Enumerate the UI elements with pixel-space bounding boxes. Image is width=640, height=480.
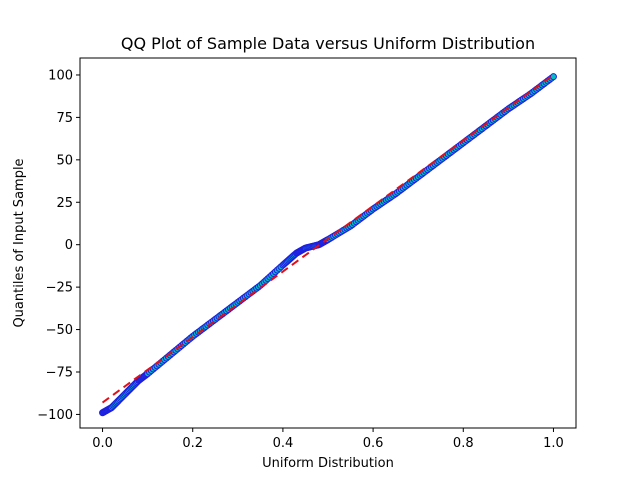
plot-frame (79, 57, 577, 429)
reference-line (101, 74, 555, 404)
y-tick-label: 75 (56, 111, 73, 126)
y-tick-label: −50 (46, 323, 73, 338)
y-tick-label: 25 (56, 196, 73, 211)
y-axis-label: Quantiles of Input Sample (12, 158, 27, 327)
y-tick-label: 100 (48, 68, 73, 83)
x-tick-label: 0.0 (92, 436, 113, 451)
x-tick-label: 0.2 (182, 436, 203, 451)
x-tick-label: 0.8 (453, 436, 474, 451)
x-tick-label: 0.6 (363, 436, 384, 451)
x-axis: 0.0 0.2 0.4 0.6 0.8 1.0 (92, 428, 564, 451)
y-tick-label: −25 (46, 281, 73, 296)
x-axis-label: Uniform Distribution (262, 456, 394, 471)
y-tick-label: 50 (56, 153, 73, 168)
x-tick-label: 0.4 (273, 436, 294, 451)
y-axis: −100 −75 −50 −25 0 25 50 75 100 (37, 68, 80, 423)
plot-content (99, 73, 557, 417)
y-tick-label: −75 (46, 365, 73, 380)
y-tick-label: −100 (37, 408, 73, 423)
x-tick-label: 1.0 (543, 436, 564, 451)
y-tick-label: 0 (65, 238, 73, 253)
chart-title: QQ Plot of Sample Data versus Uniform Di… (121, 34, 535, 53)
data-point (549, 73, 557, 81)
